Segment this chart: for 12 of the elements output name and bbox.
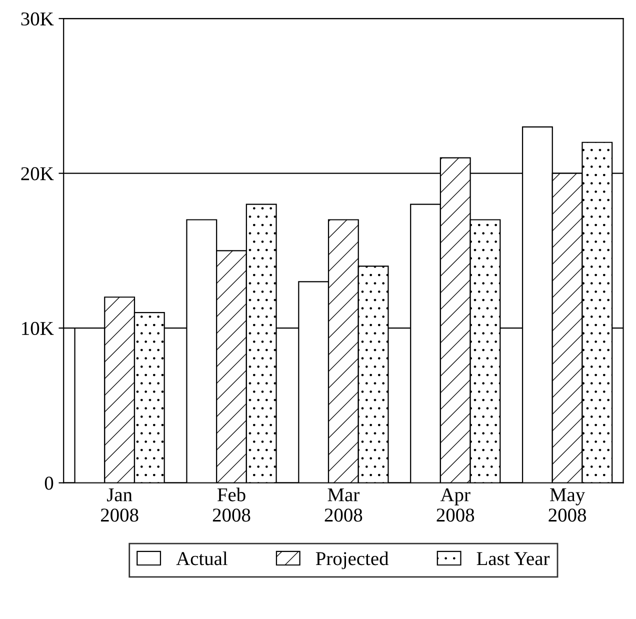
x-tick-label: Mar 2008: [324, 488, 362, 522]
y-tick-label: 10K: [22, 322, 54, 336]
legend-label: Last Year: [476, 552, 550, 566]
x-tick-label: Feb 2008: [212, 488, 250, 522]
y-tick-label: 0: [44, 476, 54, 490]
legend-label: Projected: [316, 552, 389, 570]
x-tick-label: May 2008: [548, 488, 586, 522]
y-tick-label: 20K: [21, 167, 54, 180]
x-tick-label: Apr 2008: [436, 488, 474, 522]
x-tick-label: Jan 2008: [100, 488, 138, 522]
y-tick-label: 30K: [21, 12, 54, 26]
legend-label: Actual: [176, 552, 228, 566]
